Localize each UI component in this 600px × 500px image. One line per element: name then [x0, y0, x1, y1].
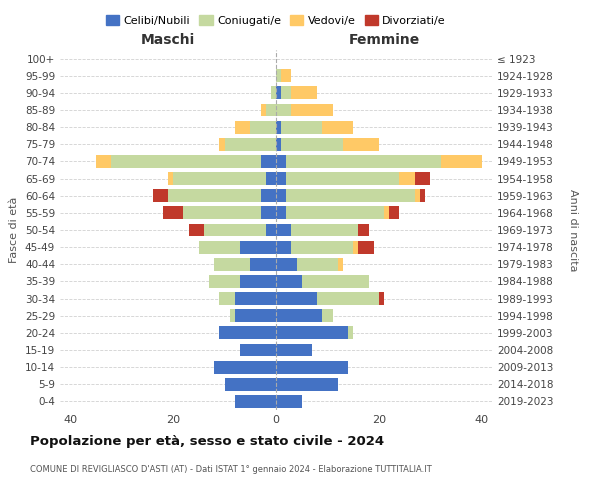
Bar [184, 206, 260, 220]
Bar [276, 206, 286, 220]
Bar [292, 224, 358, 236]
Bar [168, 172, 173, 185]
Bar [271, 86, 276, 100]
Bar [338, 258, 343, 270]
Bar [250, 120, 276, 134]
Bar [240, 344, 276, 356]
Bar [322, 310, 332, 322]
Y-axis label: Fasce di età: Fasce di età [10, 197, 19, 263]
Bar [420, 190, 425, 202]
Text: Maschi: Maschi [141, 32, 195, 46]
Bar [384, 206, 389, 220]
Bar [296, 258, 338, 270]
Bar [286, 155, 440, 168]
Bar [266, 104, 276, 117]
Bar [260, 190, 276, 202]
Bar [322, 120, 353, 134]
Bar [220, 138, 224, 150]
Bar [286, 172, 400, 185]
Bar [281, 70, 292, 82]
Bar [276, 138, 281, 150]
Bar [214, 258, 250, 270]
Text: Femmine: Femmine [349, 32, 419, 46]
Bar [276, 395, 302, 408]
Bar [235, 310, 276, 322]
Bar [220, 326, 276, 340]
Bar [276, 275, 302, 288]
Bar [343, 138, 379, 150]
Bar [281, 138, 343, 150]
Bar [276, 104, 292, 117]
Bar [173, 172, 266, 185]
Text: Popolazione per età, sesso e stato civile - 2024: Popolazione per età, sesso e stato civil… [30, 435, 384, 448]
Bar [276, 86, 281, 100]
Bar [235, 292, 276, 305]
Bar [276, 360, 348, 374]
Bar [188, 224, 204, 236]
Bar [415, 190, 420, 202]
Bar [260, 206, 276, 220]
Bar [168, 190, 260, 202]
Bar [440, 155, 482, 168]
Bar [276, 172, 286, 185]
Bar [260, 104, 266, 117]
Bar [260, 155, 276, 168]
Bar [292, 240, 353, 254]
Bar [209, 275, 240, 288]
Bar [276, 120, 281, 134]
Bar [250, 258, 276, 270]
Legend: Celibi/Nubili, Coniugati/e, Vedovi/e, Divorziati/e: Celibi/Nubili, Coniugati/e, Vedovi/e, Di… [101, 10, 451, 30]
Bar [230, 310, 235, 322]
Bar [276, 155, 286, 168]
Bar [286, 190, 415, 202]
Bar [199, 240, 240, 254]
Bar [266, 224, 276, 236]
Bar [302, 275, 368, 288]
Bar [286, 206, 384, 220]
Bar [214, 360, 276, 374]
Bar [358, 240, 374, 254]
Bar [276, 224, 292, 236]
Bar [163, 206, 184, 220]
Bar [400, 172, 415, 185]
Bar [276, 310, 322, 322]
Bar [224, 378, 276, 390]
Bar [292, 86, 317, 100]
Bar [276, 326, 348, 340]
Bar [276, 344, 312, 356]
Bar [281, 120, 322, 134]
Bar [96, 155, 112, 168]
Bar [224, 138, 276, 150]
Bar [112, 155, 260, 168]
Bar [152, 190, 168, 202]
Bar [266, 172, 276, 185]
Bar [276, 70, 281, 82]
Bar [220, 292, 235, 305]
Bar [292, 104, 332, 117]
Bar [389, 206, 400, 220]
Bar [353, 240, 358, 254]
Bar [276, 258, 296, 270]
Bar [317, 292, 379, 305]
Bar [415, 172, 430, 185]
Bar [348, 326, 353, 340]
Bar [358, 224, 368, 236]
Bar [276, 240, 292, 254]
Bar [281, 86, 292, 100]
Bar [235, 120, 250, 134]
Bar [276, 378, 338, 390]
Bar [240, 240, 276, 254]
Bar [276, 292, 317, 305]
Bar [276, 190, 286, 202]
Y-axis label: Anni di nascita: Anni di nascita [568, 188, 577, 271]
Bar [235, 395, 276, 408]
Bar [240, 275, 276, 288]
Text: COMUNE DI REVIGLIASCO D'ASTI (AT) - Dati ISTAT 1° gennaio 2024 - Elaborazione TU: COMUNE DI REVIGLIASCO D'ASTI (AT) - Dati… [30, 465, 432, 474]
Bar [379, 292, 384, 305]
Bar [204, 224, 266, 236]
